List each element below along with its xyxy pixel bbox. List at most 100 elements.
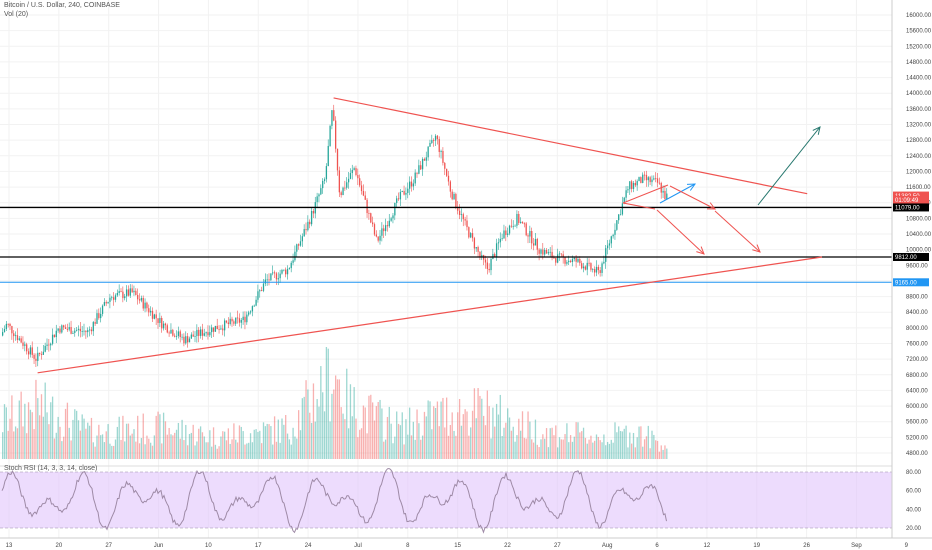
volume-bar xyxy=(618,426,620,459)
volume-bar xyxy=(103,442,106,459)
candle-down xyxy=(649,177,651,183)
time-axis[interactable]: 13 20 27 Jun 10 17 24 Jul 8 15 22 27 Aug 6 12 19 26 Sep 9 xyxy=(0,537,932,549)
volume-bar xyxy=(423,411,426,459)
candle-up xyxy=(495,243,498,257)
candle-up xyxy=(188,338,191,343)
volume-bar xyxy=(571,441,574,459)
candle-up xyxy=(612,234,614,237)
candle-down xyxy=(179,331,181,338)
candle-up xyxy=(497,242,500,244)
candle-down xyxy=(360,185,363,192)
pennant-line[interactable] xyxy=(622,202,656,210)
bullish-arrow[interactable] xyxy=(659,183,696,204)
volume-bar xyxy=(57,416,59,459)
candle-up xyxy=(616,220,618,230)
volume-bar xyxy=(403,444,405,459)
bullish-target-arrow-head[interactable] xyxy=(812,126,821,135)
volume-bar xyxy=(27,402,30,459)
bearish-arrow-head[interactable] xyxy=(752,244,761,253)
candle-down xyxy=(105,302,107,304)
candle-up xyxy=(453,193,455,200)
volume-bar xyxy=(338,379,340,459)
candle-up xyxy=(662,190,664,193)
candle-up xyxy=(277,278,279,280)
volume-bar xyxy=(101,434,104,459)
volume-bar xyxy=(592,442,594,459)
candle-down xyxy=(70,327,72,334)
volume-bar xyxy=(292,427,294,459)
candle-down xyxy=(59,328,61,333)
volume-bar xyxy=(653,434,655,459)
bullish-target-arrow[interactable] xyxy=(757,126,821,206)
candle-up xyxy=(516,213,518,226)
volume-bar xyxy=(425,416,427,459)
candle-up xyxy=(577,259,579,262)
volume-bar xyxy=(124,441,126,459)
candle-up xyxy=(196,329,198,337)
trendline[interactable] xyxy=(37,256,823,374)
volume-bar xyxy=(538,447,540,459)
trendlines[interactable] xyxy=(37,97,823,374)
price-tick-label: 6800.00 xyxy=(906,373,928,379)
volume-bar xyxy=(146,435,148,459)
candle-down xyxy=(26,344,28,352)
volume-bar xyxy=(649,448,651,459)
candle-up xyxy=(283,269,285,271)
bullish-arrow-head[interactable] xyxy=(686,183,697,191)
bearish-arrow[interactable] xyxy=(714,210,761,253)
volume-bar xyxy=(118,416,120,459)
volume-bar xyxy=(418,423,420,459)
volume-bar xyxy=(564,434,566,459)
bearish-arrow[interactable] xyxy=(669,185,716,210)
volume-bar xyxy=(468,435,470,459)
volume-bar xyxy=(477,388,479,459)
candle-down xyxy=(227,322,229,325)
candle-down xyxy=(161,317,163,329)
pennant-line[interactable] xyxy=(622,184,669,204)
candle-up xyxy=(116,292,118,296)
price-axis-bg xyxy=(892,0,932,550)
volume-bar xyxy=(46,412,48,459)
bearish-arrow-head[interactable] xyxy=(706,202,717,210)
bearish-arrow-head[interactable] xyxy=(696,246,705,255)
volume-bar xyxy=(434,408,437,459)
volume-bar xyxy=(486,390,488,459)
volume-bar xyxy=(188,433,191,459)
volume-bar xyxy=(35,379,37,459)
price-tick-label: 10000.00 xyxy=(906,248,932,254)
candle-up xyxy=(470,233,472,238)
candle-up xyxy=(529,231,531,237)
candle-down xyxy=(447,175,450,182)
bearish-arrow[interactable] xyxy=(656,209,705,255)
volume-bar xyxy=(642,446,644,459)
volume-bar xyxy=(616,432,618,459)
candle-down xyxy=(523,223,525,225)
volume-bar xyxy=(377,402,379,459)
volume-bar xyxy=(379,399,381,459)
candle-up xyxy=(566,262,568,264)
volume-bar xyxy=(309,412,311,459)
volume-bar xyxy=(594,440,596,459)
volume-bar xyxy=(483,415,485,459)
candle-up xyxy=(619,214,622,216)
horizontal-levels[interactable] xyxy=(0,206,892,283)
candle-down xyxy=(581,263,583,269)
candle-up xyxy=(177,331,180,336)
volume-bar xyxy=(248,442,250,459)
candle-up xyxy=(87,330,89,333)
volume-bar xyxy=(266,423,268,459)
volume-bar xyxy=(355,418,357,459)
price-axis[interactable]: 16000.00 15600.00 15200.00 14800.00 14400.00… xyxy=(891,0,932,550)
candle-down xyxy=(527,235,529,237)
candle-down xyxy=(525,223,527,236)
volume-bar xyxy=(199,426,202,459)
candle-up xyxy=(253,305,255,307)
volume-bar xyxy=(227,428,229,459)
candle-down xyxy=(594,269,596,273)
volume-bar xyxy=(577,422,579,459)
candle-down xyxy=(468,227,470,238)
candle-down xyxy=(340,192,342,196)
candle-up xyxy=(412,183,414,187)
trendline[interactable] xyxy=(333,97,808,195)
